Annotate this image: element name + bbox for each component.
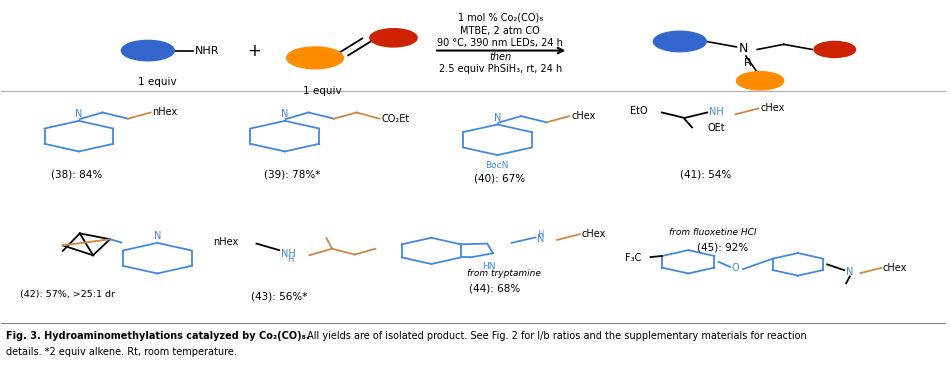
Text: (39): 78%*: (39): 78%*: [264, 170, 320, 179]
Text: NH: NH: [709, 108, 724, 117]
Circle shape: [654, 31, 706, 52]
Text: N: N: [494, 113, 502, 123]
Text: EtO: EtO: [630, 106, 647, 116]
Circle shape: [736, 72, 784, 90]
Text: O: O: [732, 264, 739, 273]
Text: 1 equiv: 1 equiv: [303, 86, 342, 96]
Text: +: +: [248, 41, 261, 59]
Text: 1 equiv: 1 equiv: [138, 76, 177, 87]
Text: N: N: [154, 231, 161, 241]
Text: details. *2 equiv alkene. Rt, room temperature.: details. *2 equiv alkene. Rt, room tempe…: [6, 347, 237, 357]
Text: HN: HN: [483, 262, 496, 271]
Text: from tryptamine: from tryptamine: [467, 269, 541, 278]
Text: nHex: nHex: [213, 237, 238, 247]
Text: Fig. 3. Hydroaminomethylations catalyzed by Co₂(CO)₈.: Fig. 3. Hydroaminomethylations catalyzed…: [6, 331, 310, 341]
Text: NHR: NHR: [195, 46, 219, 55]
Text: (43): 56%*: (43): 56%*: [251, 291, 308, 301]
Text: nHex: nHex: [153, 108, 178, 117]
Text: BocN: BocN: [484, 160, 508, 170]
Text: (42): 57%, >25:1 dr: (42): 57%, >25:1 dr: [20, 290, 115, 299]
Text: cHex: cHex: [883, 263, 907, 273]
Text: N: N: [75, 109, 83, 119]
Text: N: N: [738, 41, 748, 55]
Text: (45): 92%: (45): 92%: [696, 242, 748, 252]
Text: from fluoxetine HCl: from fluoxetine HCl: [669, 228, 756, 237]
Text: (38): 84%: (38): 84%: [51, 170, 103, 179]
Text: N: N: [538, 234, 544, 244]
Text: 2.5 equiv PhSiH₃, rt, 24 h: 2.5 equiv PhSiH₃, rt, 24 h: [439, 64, 561, 74]
Text: MTBE, 2 atm CO: MTBE, 2 atm CO: [461, 26, 541, 36]
Text: cHex: cHex: [760, 103, 785, 113]
Text: CO₂Et: CO₂Et: [381, 114, 409, 124]
Text: N: N: [281, 109, 289, 119]
Text: OEt: OEt: [707, 123, 725, 133]
Text: H: H: [538, 230, 543, 239]
Text: 90 °C, 390 nm LEDs, 24 h: 90 °C, 390 nm LEDs, 24 h: [437, 38, 563, 48]
Text: cHex: cHex: [571, 111, 596, 121]
Text: H: H: [287, 255, 294, 265]
Text: 1 mol % Co₂(CO)₈: 1 mol % Co₂(CO)₈: [458, 13, 542, 23]
Text: NH: NH: [281, 249, 295, 259]
Text: All yields are of isolated product. See Fig. 2 for l/b ratios and the supplement: All yields are of isolated product. See …: [304, 331, 807, 341]
Text: N: N: [846, 267, 853, 277]
Circle shape: [814, 41, 856, 58]
Circle shape: [122, 40, 174, 61]
Text: R: R: [744, 58, 751, 68]
Text: cHex: cHex: [581, 229, 606, 239]
Text: (41): 54%: (41): 54%: [679, 170, 731, 179]
Circle shape: [287, 47, 344, 69]
Text: (44): 68%: (44): 68%: [469, 283, 521, 293]
Circle shape: [370, 29, 417, 47]
Text: F₃C: F₃C: [625, 253, 641, 263]
Text: then: then: [489, 52, 511, 62]
Text: (40): 67%: (40): 67%: [474, 173, 525, 183]
